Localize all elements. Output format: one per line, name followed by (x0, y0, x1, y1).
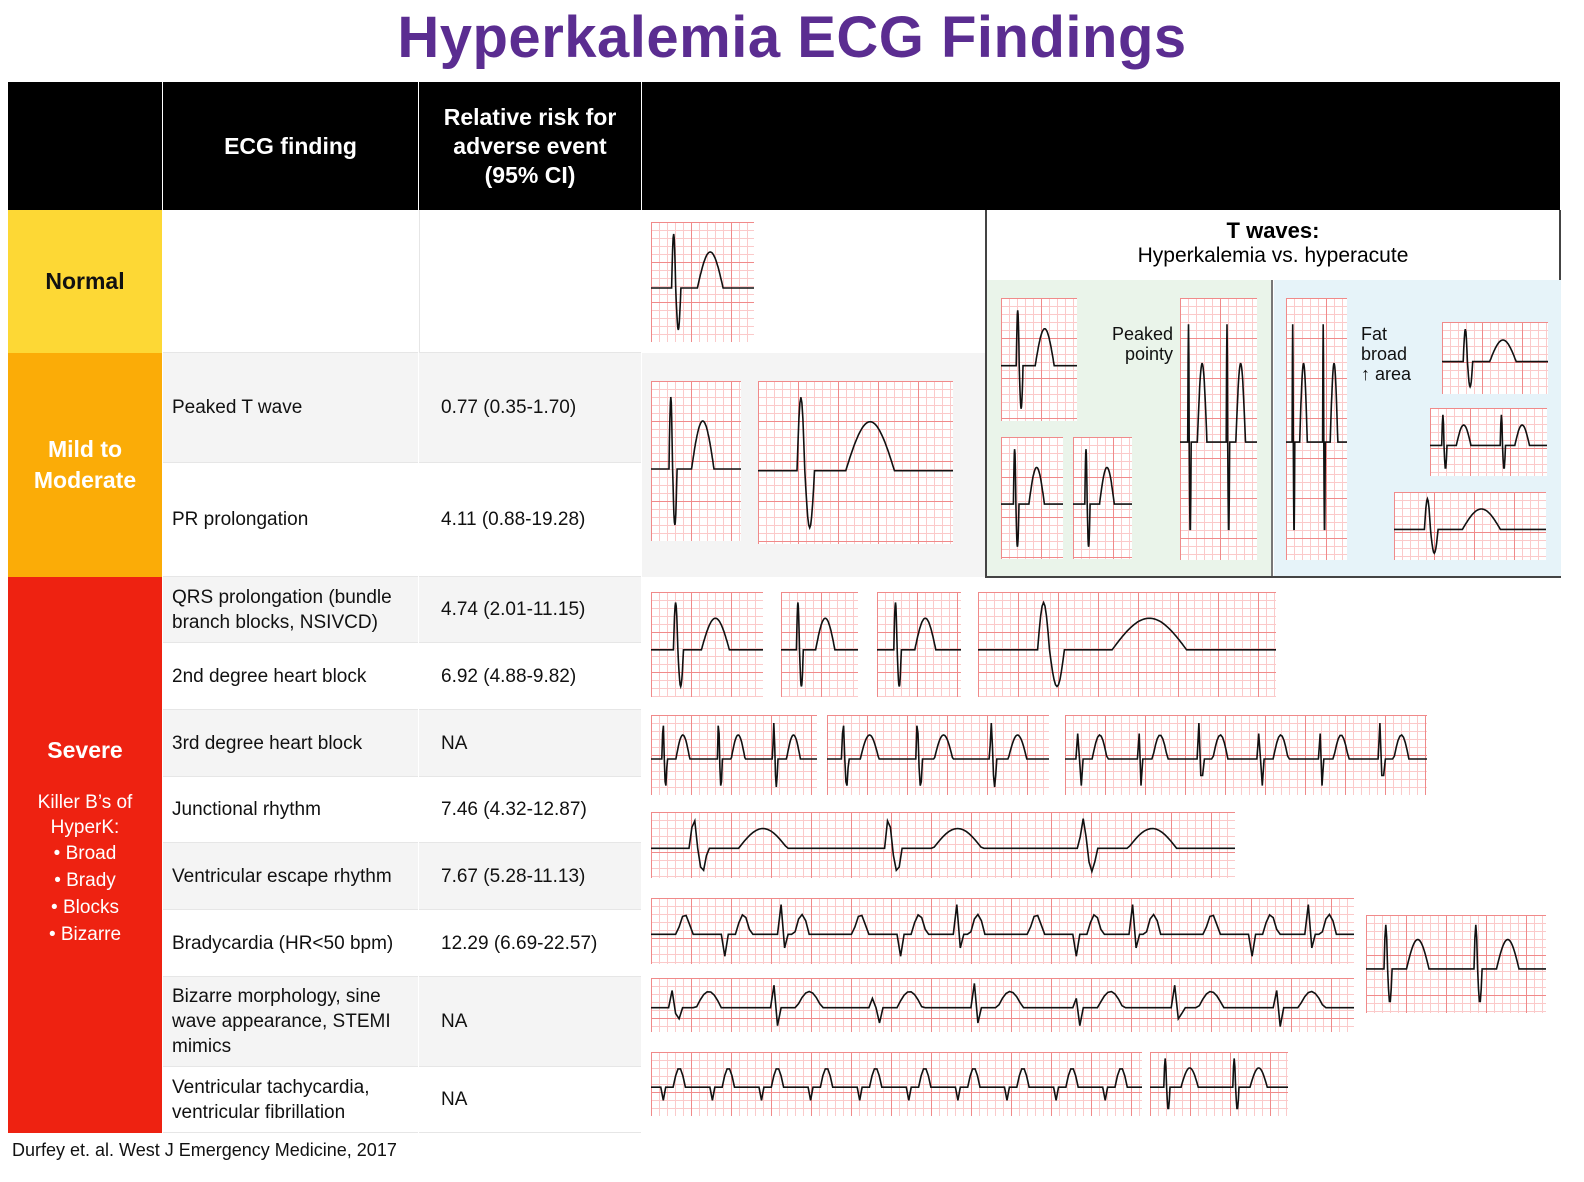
finding-cell: Bradycardia (HR<50 bpm) (163, 910, 418, 977)
category-label: Severe (47, 737, 123, 763)
ecg-trace (1430, 414, 1547, 469)
ecg-trace (1073, 449, 1132, 547)
risk-cell: 0.77 (0.35-1.70) (419, 353, 641, 463)
killer-b-item: • Bizarre (48, 924, 122, 945)
ecg-strip (1001, 437, 1063, 559)
finding-cell: 2nd degree heart block (163, 643, 418, 710)
ecg-strip (651, 898, 1354, 964)
ecg-trace (827, 722, 1049, 788)
ecg-trace (1442, 329, 1548, 389)
severe-note: Killer B’s of HyperK: (37, 792, 133, 838)
risk-cell: NA (419, 1067, 641, 1133)
ecg-trace (877, 602, 961, 687)
ecg-strip (651, 715, 817, 795)
risk-cell: 6.92 (4.88-9.82) (419, 643, 641, 710)
finding-cell: 3rd degree heart block (163, 710, 418, 777)
ecg-trace (651, 817, 1235, 875)
ecg-strip (877, 592, 961, 697)
ecg-trace (651, 396, 741, 526)
risk-cell: 4.11 (0.88-19.28) (419, 463, 641, 577)
ecg-strip (1180, 298, 1257, 560)
category-label: Normal (45, 268, 125, 294)
ecg-strip (651, 381, 741, 541)
ecg-trace (1150, 1058, 1288, 1110)
t-waves-title: T waves: (1226, 218, 1320, 243)
risk-cell: 7.67 (5.28-11.13) (419, 843, 641, 910)
finding-cell (163, 210, 418, 353)
t-waves-subtitle: Hyperkalemia vs. hyperacute (1137, 244, 1409, 267)
finding-cell: QRS prolongation (bundle branch blocks, … (163, 577, 418, 643)
category-normal: Normal (8, 210, 162, 353)
ecg-strip (827, 715, 1049, 795)
ecg-trace (1065, 722, 1427, 786)
killer-b-item: • Brady (54, 870, 116, 891)
header-finding: ECG finding (163, 82, 418, 210)
ecg-trace (651, 722, 817, 788)
finding-cell: Ventricular tachycardia, ventricular fib… (163, 1067, 418, 1133)
ecg-strip (1065, 715, 1427, 795)
ecg-strip (651, 1052, 1142, 1116)
ecg-strip (651, 978, 1354, 1032)
category-severe: Severe Killer B’s of HyperK: • Broad • B… (8, 577, 162, 1133)
ecg-trace (651, 1068, 1142, 1101)
ecg-trace (651, 983, 1354, 1027)
killer-b-item: • Blocks (51, 897, 119, 918)
killer-b-item: • Broad (53, 843, 117, 864)
risk-cell: NA (419, 977, 641, 1067)
risk-cell: 4.74 (2.01-11.15) (419, 577, 641, 643)
header-ecg (642, 82, 1560, 210)
fat-label: Fat broad ↑ area (1361, 324, 1411, 384)
ecg-trace (978, 600, 1276, 688)
ecg-strip (1366, 915, 1546, 1013)
citation: Durfey et. al. West J Emergency Medicine… (12, 1140, 397, 1160)
page-title: Hyperkalemia ECG Findings (397, 5, 1187, 70)
ecg-trace (758, 397, 953, 531)
risk-cell: 12.29 (6.69-22.57) (419, 910, 641, 977)
ecg-strip (758, 381, 953, 544)
category-label: Mild to Moderate (33, 436, 137, 493)
ecg-strip (1286, 298, 1347, 560)
ecg-trace (651, 602, 763, 690)
ecg-trace (651, 233, 754, 331)
fat-label-line: broad (1361, 344, 1408, 364)
ecg-strip (1442, 322, 1548, 394)
ecg-strip (1150, 1052, 1288, 1116)
finding-cell: Bizarre morphology, sine wave appearance… (163, 977, 418, 1067)
ecg-strip (651, 812, 1235, 878)
fat-label-line: ↑ area (1361, 364, 1412, 384)
ecg-strip (1394, 492, 1546, 560)
ecg-trace (1394, 496, 1546, 555)
ecg-trace (1180, 324, 1257, 531)
finding-cell: Junctional rhythm (163, 777, 418, 843)
ecg-strip (1073, 437, 1132, 559)
header-risk: Relative risk for adverse event (95% CI) (419, 82, 641, 210)
ecg-strip (651, 592, 763, 697)
ecg-strip (978, 592, 1276, 697)
peaked-label-line: pointy (1124, 344, 1173, 364)
peaked-label-line: Peaked (1111, 324, 1173, 344)
header-blank (8, 82, 162, 210)
ecg-trace (1001, 449, 1063, 547)
risk-cell: 7.46 (4.32-12.87) (419, 777, 641, 843)
ecg-trace (781, 602, 858, 687)
ecg-strip (781, 592, 858, 697)
ecg-trace (1286, 324, 1347, 531)
category-mild: Mild to Moderate (8, 353, 162, 577)
finding-cell: Ventricular escape rhythm (163, 843, 418, 910)
ecg-strip (1430, 408, 1547, 476)
ecg-trace (651, 904, 1354, 957)
risk-cell: NA (419, 710, 641, 777)
finding-cell: Peaked T wave (163, 353, 418, 463)
ecg-trace (1366, 924, 1546, 1003)
ecg-strip (651, 222, 754, 342)
ecg-trace (1001, 310, 1077, 409)
risk-cell (419, 210, 641, 353)
finding-cell: PR prolongation (163, 463, 418, 577)
fat-label-line: Fat (1361, 324, 1388, 344)
ecg-strip (1001, 298, 1077, 421)
peaked-label: Peaked pointy (1097, 324, 1173, 364)
